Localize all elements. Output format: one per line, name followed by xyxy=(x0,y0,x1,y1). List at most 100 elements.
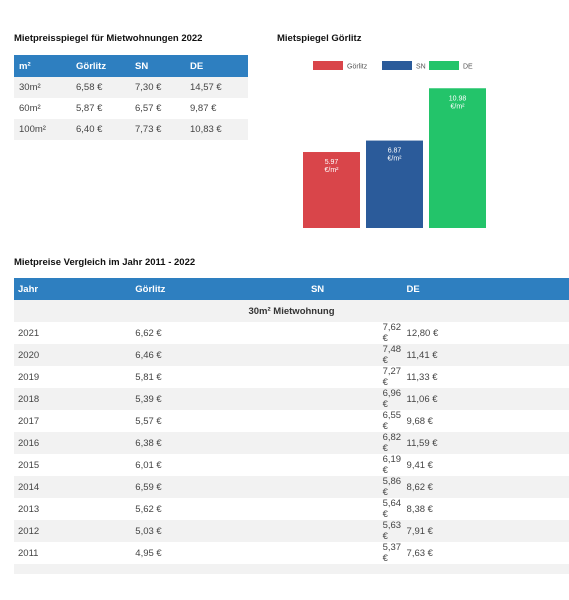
table-cell: 10,83 € xyxy=(185,119,248,140)
bar-de xyxy=(429,88,486,228)
bar-unit-label: €/m² xyxy=(451,103,466,110)
table-cell: 9,41 € xyxy=(406,459,433,471)
table-cell: 2017 xyxy=(18,415,40,427)
table-cell: 100m² xyxy=(14,119,71,140)
section-row: 30m² Mietwohnung xyxy=(14,300,569,322)
comparison-table: Jahr Görlitz SN DE 30m² Mietwohnung 2021… xyxy=(14,278,569,574)
table-cell: 8,38 € xyxy=(406,503,433,515)
table-cell: 6,40 € xyxy=(71,119,130,140)
column-header-sn: SN xyxy=(130,55,185,77)
bar-value-label: 10.98 xyxy=(449,95,467,102)
table-cell: 2015 xyxy=(18,459,40,471)
table-row: 30m² 6,58 € 7,30 € 14,57 € xyxy=(14,77,248,98)
table-cell: 4,95 € xyxy=(135,547,162,559)
table-cell: 12,80 € xyxy=(406,327,439,339)
table-cell: 11,41 € xyxy=(402,344,569,366)
table-row: 2018 5,39 €6,96 €11,06 € xyxy=(14,388,569,410)
table-cell: 2019 xyxy=(18,371,40,383)
table-cell: 6,59 € xyxy=(131,476,233,498)
price-table-header-row: m² Görlitz SN DE xyxy=(14,55,248,77)
table-cell: 11,06 € xyxy=(402,388,569,410)
table-cell: 5,63 € xyxy=(232,520,403,542)
table-row: 2019 5,81 € 7,27 € 11,33 € xyxy=(14,366,569,388)
table-footer-filler xyxy=(14,564,569,574)
table-cell: 5,57 € xyxy=(135,415,162,427)
table-row: 2015 6,01 € 6,19 € 9,41 € xyxy=(14,454,569,476)
table-cell: 7,48 € xyxy=(232,344,403,366)
bar-unit-label: €/m² xyxy=(325,167,340,174)
legend-swatch-görlitz xyxy=(313,61,343,70)
table-cell: 7,91 € xyxy=(402,520,569,542)
table-row: 60m² 5,87 € 6,57 € 9,87 € xyxy=(14,98,248,119)
bar-value-label: 6.87 xyxy=(388,148,402,155)
section-label: 30m² Mietwohnung xyxy=(14,300,569,322)
table-cell: 5,81 € xyxy=(135,371,162,383)
table-cell: 30m² xyxy=(14,77,71,98)
table-cell: 9,87 € xyxy=(190,103,217,114)
table-cell: 2011 xyxy=(18,547,39,559)
table-row: 100m² 6,40 € 7,73 € 10,83 € xyxy=(14,119,248,140)
table-cell: 7,73 € xyxy=(130,119,185,140)
table-cell: 5,62 € xyxy=(135,503,162,515)
table-cell: 11,59 € xyxy=(402,432,569,454)
legend-swatch-sn xyxy=(382,61,412,70)
legend-label-de: DE xyxy=(463,64,473,71)
column-header-de: DE xyxy=(402,278,569,300)
table-cell: 7,30 € xyxy=(130,77,185,98)
bar-unit-label: €/m² xyxy=(388,156,403,163)
table-cell: 5,87 € xyxy=(76,103,103,114)
table-cell: 6,46 € xyxy=(131,344,233,366)
bar-sn xyxy=(366,140,423,228)
table-cell: 2018 xyxy=(14,388,132,410)
table-cell: 7,63 € xyxy=(406,547,433,559)
table-cell: 6,82 € xyxy=(232,432,403,454)
table-cell: 2013 xyxy=(18,503,40,515)
column-header-sn: SN xyxy=(232,278,403,300)
table-cell: 11,33 € xyxy=(406,371,438,383)
table-row: 2014 6,59 €5,86 €8,62 € xyxy=(14,476,569,498)
price-table: m² Görlitz SN DE 30m² 6,58 € 7,30 € 14,5… xyxy=(14,55,248,140)
comparison-table-body: 30m² Mietwohnung 2021 6,62 € 7,62 € 12,80 €… xyxy=(14,300,569,574)
table-cell: 2016 xyxy=(14,432,132,454)
table-cell: 8,62 € xyxy=(402,476,569,498)
filler-cell xyxy=(14,564,569,574)
price-table-title: Mietpreisspiegel für Mietwohnungen 2022 xyxy=(14,33,203,44)
table-cell: 5,39 € xyxy=(131,388,233,410)
table-cell: 9,68 € xyxy=(406,415,433,427)
column-header-year: Jahr xyxy=(14,278,132,300)
table-row: 2020 6,46 €7,48 €11,41 € xyxy=(14,344,569,366)
column-header-goerlitz: Görlitz xyxy=(71,55,130,77)
bar-görlitz xyxy=(303,152,360,228)
table-cell: 5,86 € xyxy=(232,476,403,498)
table-row: 2016 6,38 €6,82 €11,59 € xyxy=(14,432,569,454)
table-cell: 5,37 € xyxy=(382,542,402,564)
table-cell: 7,62 € xyxy=(382,322,402,344)
table-row: 2021 6,62 € 7,62 € 12,80 € xyxy=(14,322,569,344)
column-header-size: m² xyxy=(14,55,71,77)
column-header-de: DE xyxy=(185,55,248,77)
chart-title: Mietspiegel Görlitz xyxy=(277,33,362,44)
comparison-header-row: Jahr Görlitz SN DE xyxy=(14,278,569,300)
table-cell: 2020 xyxy=(14,344,132,366)
table-cell: 2012 xyxy=(14,520,132,542)
legend-label-sn: SN xyxy=(416,64,426,71)
legend-label-görlitz: Görlitz xyxy=(347,64,368,71)
column-header-goerlitz: Görlitz xyxy=(131,278,233,300)
table-cell: 5,03 € xyxy=(131,520,233,542)
table-cell: 2014 xyxy=(14,476,132,498)
table-cell: 6,62 € xyxy=(135,327,162,339)
comparison-table-title: Mietpreise Vergleich im Jahr 2011 - 2022 xyxy=(14,257,196,268)
table-cell: 6,96 € xyxy=(232,388,403,410)
table-cell: 60m² xyxy=(19,103,41,114)
table-cell: 6,55 € xyxy=(382,410,402,432)
table-row: 2011 4,95 € 5,37 € 7,63 € xyxy=(14,542,569,564)
table-cell: 6,57 € xyxy=(135,103,162,114)
table-cell: 6,58 € xyxy=(71,77,130,98)
table-cell: 6,01 € xyxy=(135,459,162,471)
table-cell: 7,27 € xyxy=(382,366,402,388)
bar-value-label: 5.97 xyxy=(325,159,339,166)
table-cell: 5,64 € xyxy=(382,498,402,520)
table-cell: 6,19 € xyxy=(382,454,402,476)
table-row: 2012 5,03 €5,63 €7,91 € xyxy=(14,520,569,542)
